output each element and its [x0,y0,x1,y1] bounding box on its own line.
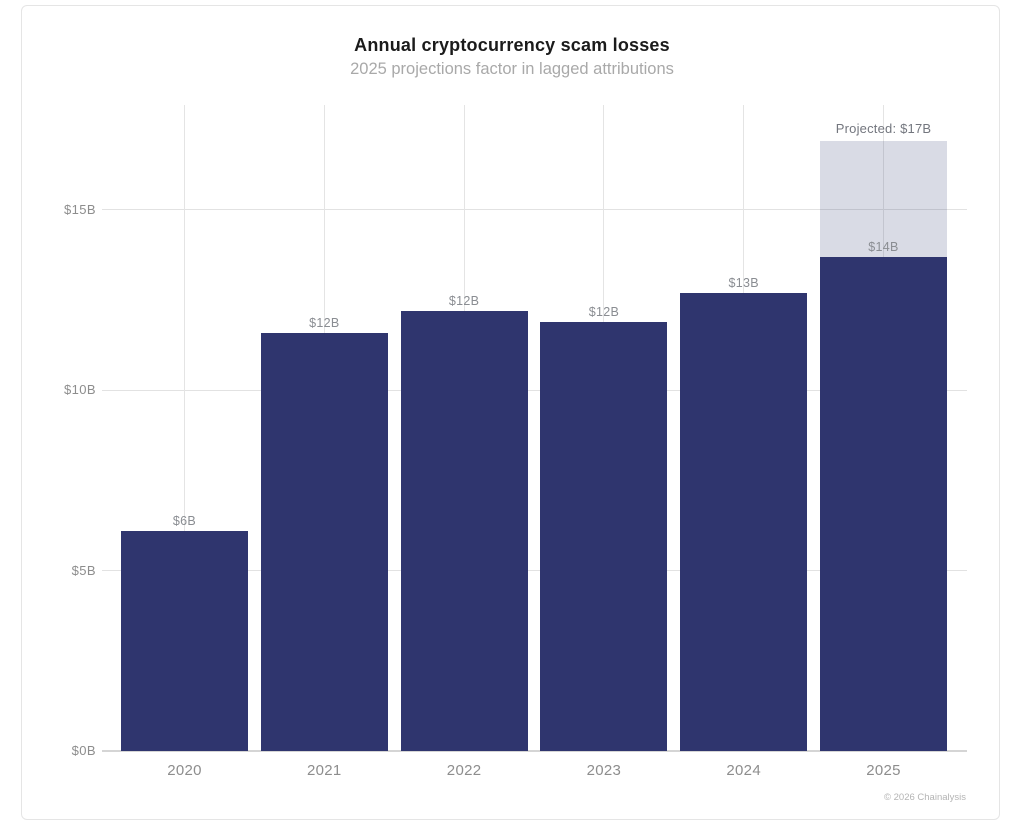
bar-2022 [400,310,528,751]
bar-value-label: $14B [868,239,899,254]
y-gridline [102,209,967,211]
projected-value-label: Projected: $17B [835,121,932,137]
x-axis-tick-label: 2023 [586,762,622,779]
chart-subtitle: 2025 projections factor in lagged attrib… [350,60,674,78]
x-gridline [184,105,185,751]
bar-value-label: $13B [728,275,759,290]
x-axis-tick-label: 2025 [866,762,901,779]
x-axis-tick-label: 2024 [726,762,761,779]
bar-2024 [680,292,808,751]
y-gridline [102,389,967,391]
bar-value-label: $12B [448,293,480,308]
bar-value-label: $12B [588,304,620,319]
chart-title: Annual cryptocurrency scam losses [354,35,670,55]
bar-2021 [260,332,388,751]
y-gridline [102,570,967,572]
y-axis-tick-label: $5B [71,562,96,578]
bar-2023 [540,321,668,751]
x-axis-tick-label: 2022 [446,762,482,779]
y-axis-tick-label: $0B [71,743,96,758]
x-axis-tick-label: 2021 [307,762,342,779]
bar-value-label: $6B [172,513,197,528]
bar-value-label: $12B [309,315,340,330]
attribution-text: © 2026 Chainalysis [884,792,966,803]
bar-2020 [121,530,248,751]
x-axis-line [102,750,967,752]
projected-bar-segment [820,141,947,257]
y-axis-tick-label: $10B [64,382,96,398]
x-axis-tick-label: 2020 [167,762,202,779]
bar-2025 [820,256,947,751]
y-axis-tick-label: $15B [64,201,96,217]
